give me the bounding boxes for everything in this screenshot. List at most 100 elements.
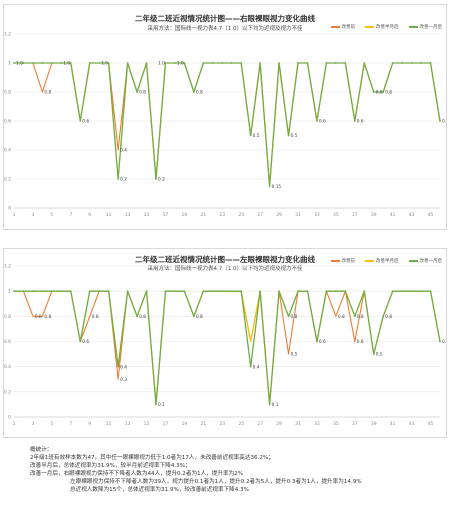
data-label: 0.6 bbox=[357, 119, 364, 125]
legend-item-before: 改善前 bbox=[330, 258, 355, 264]
data-label: 0.8 bbox=[196, 314, 203, 320]
data-point bbox=[22, 62, 25, 64]
x-tick-label: 1 bbox=[13, 421, 16, 427]
y-tick-label: 1 bbox=[8, 61, 11, 67]
data-label: 0.8 bbox=[92, 314, 99, 320]
x-tick-label: 25 bbox=[238, 212, 244, 218]
series-line-one-month bbox=[14, 62, 441, 187]
x-tick-label: 33 bbox=[314, 212, 320, 218]
x-tick-label: 11 bbox=[106, 421, 112, 427]
data-label: 1.0 bbox=[177, 61, 184, 67]
data-point bbox=[202, 290, 205, 293]
data-point bbox=[126, 62, 129, 64]
x-tick-label: 19 bbox=[182, 421, 188, 427]
data-point bbox=[344, 290, 347, 293]
right-eye-line-chart: 00.20.40.60.811.21 3 5 7 9 11 13 15 17 19 21 23 25 27… bbox=[4, 32, 446, 219]
data-point bbox=[41, 290, 44, 293]
x-tick-label: 45 bbox=[428, 212, 434, 218]
data-point bbox=[155, 403, 157, 406]
data-point bbox=[278, 290, 280, 293]
chart-title: 二年级二班近视情况统计图——左眼裸眼视力变化曲线 bbox=[135, 255, 315, 264]
data-point bbox=[211, 290, 214, 293]
data-label: 0.4 bbox=[253, 364, 260, 370]
x-tick-label: 19 bbox=[182, 212, 188, 218]
x-tick-label: 39 bbox=[371, 212, 377, 218]
data-label: 0.8 bbox=[44, 314, 51, 320]
data-point bbox=[136, 315, 138, 318]
data-point bbox=[382, 91, 385, 93]
data-point bbox=[145, 62, 148, 64]
data-point bbox=[230, 290, 233, 293]
data-point bbox=[13, 62, 15, 64]
chart-subtitle: 采用方法：国际线一视力表4.7（1.0）以下均为近视及视力不佳 bbox=[147, 266, 303, 272]
data-point bbox=[353, 315, 356, 318]
data-point bbox=[401, 290, 404, 293]
x-tick-label: 31 bbox=[295, 212, 301, 218]
series-line-half-year bbox=[14, 62, 441, 187]
data-label: 0.8 bbox=[139, 314, 146, 320]
x-tick-label: 23 bbox=[219, 212, 225, 218]
data-label: 1.0 bbox=[63, 61, 70, 67]
data-point bbox=[230, 62, 233, 64]
data-point bbox=[439, 120, 441, 122]
chart-subtitle: 采用方法：国际线一视力表4.7（1.0）以下均为近视及视力不佳 bbox=[147, 26, 303, 32]
data-point bbox=[306, 290, 309, 293]
data-label: 0.1 bbox=[158, 402, 165, 408]
data-point bbox=[363, 290, 366, 293]
x-tick-label: 41 bbox=[390, 421, 396, 427]
data-label: 0.2 bbox=[158, 177, 165, 183]
x-tick-label: 35 bbox=[333, 421, 339, 427]
left-eye-chart-panel: 二年级二班近视情况统计图——左眼裸眼视力变化曲线 采用方法：国际线一视力表4.7… bbox=[3, 248, 447, 438]
data-point bbox=[287, 134, 290, 137]
data-label: 0.6 bbox=[319, 119, 326, 125]
data-point bbox=[69, 290, 72, 293]
data-label: 0.5 bbox=[291, 352, 298, 358]
data-label: 0.8 bbox=[385, 90, 392, 96]
data-label: 0.6 bbox=[82, 119, 89, 125]
data-point bbox=[221, 62, 224, 64]
data-point bbox=[306, 62, 309, 64]
legend-swatch bbox=[330, 26, 340, 28]
series-line-before bbox=[14, 62, 441, 187]
data-point bbox=[420, 62, 422, 64]
data-label: 0.6 bbox=[442, 119, 446, 125]
data-label: 0.8 bbox=[44, 90, 51, 96]
x-tick-label: 15 bbox=[144, 421, 150, 427]
x-tick-label: 35 bbox=[333, 212, 339, 218]
x-tick-label: 13 bbox=[125, 421, 131, 427]
data-point bbox=[372, 91, 375, 93]
legend-label: 改善一月后 bbox=[419, 259, 443, 264]
x-tick-label: 29 bbox=[276, 421, 282, 427]
data-point bbox=[240, 290, 243, 293]
x-tick-label: 29 bbox=[276, 212, 282, 218]
x-tick-label: 45 bbox=[428, 421, 434, 427]
chart-legend: 改善前 改善半月后 改善一月后 bbox=[330, 24, 442, 30]
series-line-before bbox=[14, 290, 441, 405]
x-tick-label: 27 bbox=[257, 421, 263, 427]
chart-title: 二年级二班近视情况统计图——右眼裸眼视力变化曲线 bbox=[135, 14, 315, 23]
legend-swatch bbox=[365, 260, 374, 262]
data-label: 0.5 bbox=[253, 133, 260, 139]
legend-item-before: 改善前 bbox=[330, 24, 355, 30]
x-tick-label: 31 bbox=[295, 421, 301, 427]
y-tick-label: 0.4 bbox=[4, 148, 11, 154]
data-point bbox=[363, 62, 366, 64]
data-point bbox=[32, 290, 34, 293]
x-tick-label: 7 bbox=[69, 212, 72, 218]
legend-swatch bbox=[330, 260, 340, 262]
data-point bbox=[249, 365, 252, 368]
data-point bbox=[174, 290, 176, 293]
y-tick-label: 0.4 bbox=[4, 364, 11, 370]
right-eye-chart-panel: 二年级二班近视情况统计图——右眼裸眼视力变化曲线 采用方法：国际线一视力表4.7… bbox=[3, 4, 447, 230]
data-point bbox=[297, 290, 299, 293]
data-point bbox=[164, 290, 167, 293]
legend-swatch bbox=[365, 26, 374, 28]
data-point bbox=[107, 290, 110, 293]
data-point bbox=[211, 62, 214, 64]
notes-line: 2年级1班有效样本数为47。其中任一眼裸眼视力低于1.0者为17人，未改善前近视… bbox=[30, 455, 274, 461]
data-point bbox=[410, 62, 413, 64]
legend-swatch bbox=[408, 26, 418, 28]
data-point bbox=[202, 62, 205, 64]
data-point bbox=[439, 340, 441, 343]
x-tick-label: 33 bbox=[314, 421, 320, 427]
